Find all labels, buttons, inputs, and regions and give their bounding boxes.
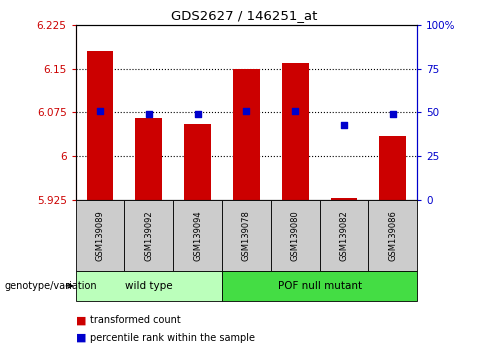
Point [243, 108, 250, 114]
Text: GSM139080: GSM139080 [291, 210, 300, 261]
Point [145, 111, 153, 117]
Bar [124, 200, 173, 271]
Point [340, 122, 348, 127]
Text: GSM139078: GSM139078 [242, 210, 251, 261]
Text: GDS2627 / 146251_at: GDS2627 / 146251_at [171, 9, 317, 22]
Point [194, 111, 202, 117]
Text: genotype/variation: genotype/variation [5, 281, 98, 291]
Text: GSM139089: GSM139089 [96, 210, 104, 261]
Bar [222, 271, 417, 301]
Bar [173, 200, 222, 271]
Bar [222, 200, 271, 271]
Text: ■: ■ [76, 315, 86, 325]
Bar [76, 271, 222, 301]
Bar [320, 200, 368, 271]
Text: GSM139094: GSM139094 [193, 210, 202, 261]
Bar [136, 118, 163, 200]
Bar [282, 63, 309, 200]
Point [389, 111, 397, 117]
Text: GSM139086: GSM139086 [388, 210, 397, 261]
Bar [271, 200, 320, 271]
Point [291, 108, 299, 114]
Text: wild type: wild type [125, 281, 173, 291]
Text: POF null mutant: POF null mutant [278, 281, 362, 291]
Bar [233, 69, 260, 200]
Bar [184, 124, 211, 200]
Text: transformed count: transformed count [90, 315, 181, 325]
Text: ■: ■ [76, 333, 86, 343]
Bar [76, 200, 124, 271]
Point [96, 108, 104, 114]
Text: GSM139092: GSM139092 [144, 210, 153, 261]
Text: percentile rank within the sample: percentile rank within the sample [90, 333, 255, 343]
Bar [331, 198, 358, 200]
Bar [380, 136, 407, 200]
Bar [87, 51, 114, 200]
Bar [368, 200, 417, 271]
Text: GSM139082: GSM139082 [340, 210, 348, 261]
